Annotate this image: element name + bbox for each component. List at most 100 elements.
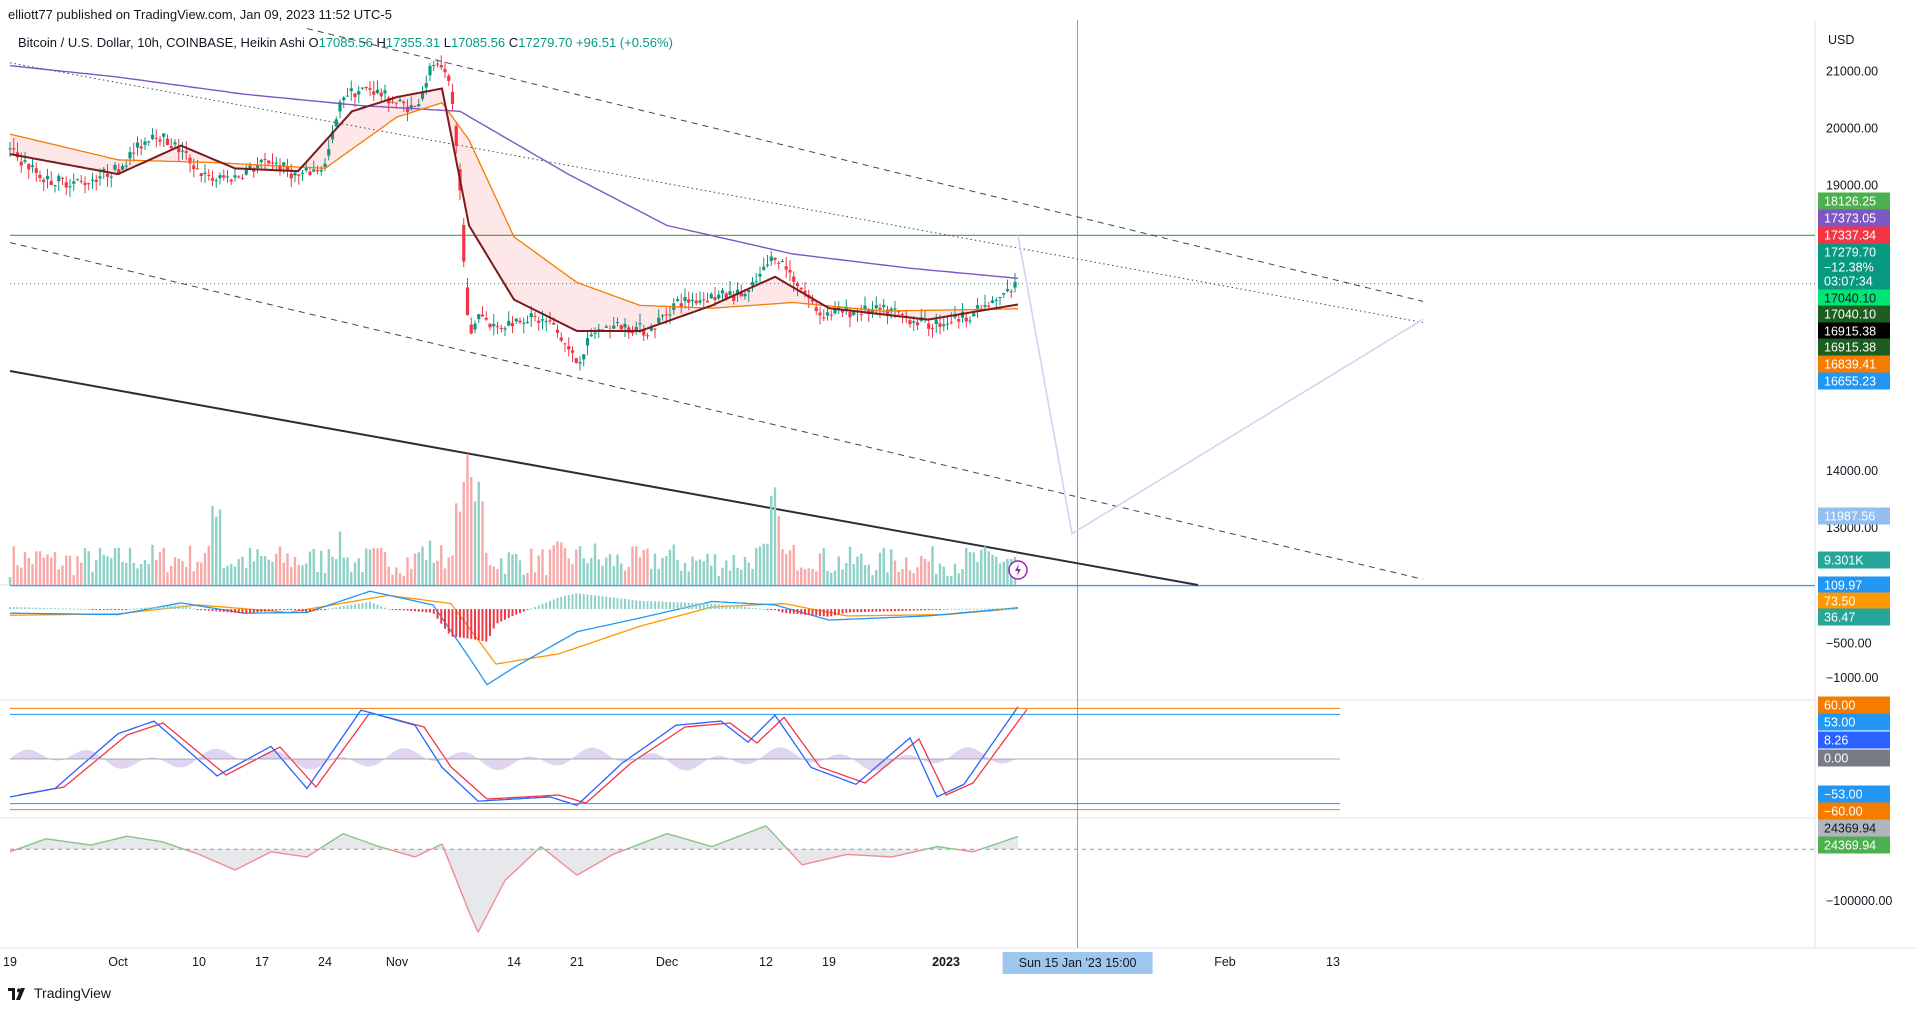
- volume-bar: [507, 552, 510, 585]
- mom-segment: [216, 861, 222, 865]
- mom-segment: [221, 863, 227, 867]
- price-axis: USD21000.0020000.0019000.0014000.0013000…: [1826, 33, 1892, 908]
- macd-histogram-bar: [102, 609, 105, 611]
- volume-bar: [275, 553, 278, 585]
- volume-bar: [961, 569, 964, 585]
- mom-segment: [896, 854, 902, 857]
- macd-histogram-bar: [642, 600, 645, 610]
- volume-bar: [263, 556, 267, 585]
- candle-body: [642, 329, 646, 336]
- volume-bar: [136, 568, 139, 585]
- mom-segment: [162, 841, 168, 845]
- macd-histogram-bar: [312, 609, 315, 612]
- volume-bar: [620, 563, 623, 585]
- macd-histogram-bar: [620, 598, 623, 610]
- candle-body: [484, 317, 488, 320]
- candle-body: [927, 323, 931, 329]
- candle-body: [582, 354, 586, 360]
- macd-histogram-bar: [282, 609, 285, 611]
- volume-bar: [372, 548, 375, 585]
- mom-segment: [167, 842, 173, 846]
- macd-histogram-bar: [369, 601, 371, 610]
- mom-tag-box: [1818, 836, 1890, 854]
- volume-bar: [38, 551, 42, 585]
- macd-histogram-bar: [69, 608, 71, 610]
- mom-segment: [490, 897, 497, 907]
- volume-bar: [143, 560, 147, 585]
- macd-histogram-bar: [519, 609, 521, 614]
- volume-bar: [871, 575, 874, 585]
- mom-segment: [747, 830, 753, 834]
- macd-histogram-bar: [470, 609, 473, 639]
- mom-segment: [306, 853, 312, 858]
- candle-body: [117, 169, 121, 174]
- candle-body: [503, 328, 507, 330]
- mom-segment: [806, 862, 812, 865]
- candle-body: [398, 99, 402, 102]
- mom-segment: [77, 842, 83, 845]
- macd-histogram-bar: [721, 604, 724, 610]
- candle-body: [724, 293, 728, 299]
- mom-segment: [113, 837, 119, 841]
- candle-body: [593, 332, 597, 334]
- mom-segment: [585, 866, 591, 871]
- mom-segment: [392, 849, 398, 853]
- candle-body: [240, 178, 245, 180]
- candle-body: [758, 273, 762, 277]
- candle-body: [709, 293, 713, 299]
- macd-histogram-bar: [710, 603, 713, 610]
- projection-path: [1017, 235, 1424, 535]
- volume-bar: [972, 552, 975, 585]
- osc-tag: 8.26: [1818, 731, 1890, 749]
- close-label: C: [508, 35, 519, 50]
- volume-bar: [365, 548, 368, 585]
- candle-body: [368, 88, 372, 90]
- candle-body: [447, 75, 451, 81]
- candle-body: [784, 266, 788, 270]
- osc-tag-box: [1818, 713, 1890, 731]
- candle-body: [477, 314, 481, 320]
- volume-bar: [717, 575, 720, 585]
- osc-tag-text: 53.00: [1824, 716, 1855, 730]
- volume-bar: [818, 553, 822, 585]
- price-tag-box: [1818, 243, 1890, 261]
- mom-segment: [171, 844, 177, 848]
- volume-bar: [451, 555, 454, 585]
- macd-histogram-bar: [920, 609, 923, 611]
- candle-body: [349, 88, 353, 92]
- volume-bar: [226, 565, 229, 585]
- mom-segment: [648, 838, 654, 842]
- macd-histogram-bar: [984, 608, 986, 610]
- volume-bar: [638, 557, 642, 585]
- osc-tag-box: [1818, 749, 1890, 767]
- volume-bar: [308, 551, 312, 585]
- macd-histogram-bar: [785, 609, 788, 614]
- candle-body: [360, 87, 365, 89]
- macd-histogram-bar: [969, 608, 971, 610]
- macd-histogram-bar: [639, 600, 641, 610]
- macd-histogram-bar: [714, 603, 716, 610]
- price-tag: 18126.25: [1818, 192, 1890, 210]
- macd-histogram-bar: [762, 608, 765, 610]
- price-tag-box: [1818, 372, 1890, 390]
- mom-segment: [999, 840, 1005, 844]
- volume-bar: [792, 544, 795, 585]
- mom-segment: [104, 839, 110, 843]
- volume-bar: [162, 547, 165, 585]
- candle-body: [897, 311, 901, 313]
- candle-body: [555, 329, 560, 333]
- macd-histogram-bar: [267, 609, 270, 612]
- open-label: O: [308, 35, 319, 50]
- volume-bar: [856, 556, 859, 585]
- change-value: +96.51 (+0.56%): [576, 35, 673, 50]
- candle-body: [330, 131, 335, 140]
- mom-segment: [567, 867, 573, 873]
- price-tag-text: 16915.38: [1824, 341, 1876, 355]
- candle-body: [799, 287, 803, 290]
- candle-body: [473, 323, 477, 330]
- volume-bar: [455, 503, 458, 585]
- candle-body: [199, 173, 203, 177]
- volume-bar: [496, 569, 499, 585]
- macd-histogram-bar: [916, 609, 919, 611]
